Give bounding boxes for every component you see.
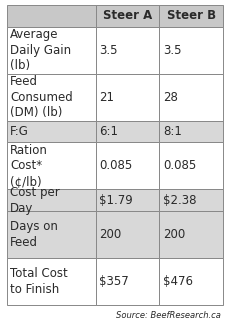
Text: F:G: F:G bbox=[10, 125, 29, 138]
Text: 6:1: 6:1 bbox=[98, 125, 117, 138]
Bar bbox=[159, 189, 222, 211]
Bar bbox=[95, 211, 159, 258]
Bar bbox=[7, 26, 95, 74]
Bar bbox=[159, 5, 222, 26]
Text: 8:1: 8:1 bbox=[162, 125, 181, 138]
Bar bbox=[95, 121, 159, 142]
Text: Cost per
Day: Cost per Day bbox=[10, 186, 60, 214]
Text: 200: 200 bbox=[98, 228, 121, 241]
Text: Feed
Consumed
(DM) (lb): Feed Consumed (DM) (lb) bbox=[10, 75, 73, 119]
Text: $476: $476 bbox=[162, 275, 192, 288]
Bar bbox=[159, 211, 222, 258]
Bar bbox=[7, 142, 95, 189]
Bar bbox=[95, 5, 159, 26]
Bar bbox=[7, 74, 95, 121]
Text: 3.5: 3.5 bbox=[162, 44, 180, 57]
Bar bbox=[7, 189, 95, 211]
Bar bbox=[159, 74, 222, 121]
Bar bbox=[95, 258, 159, 305]
Bar bbox=[95, 189, 159, 211]
Bar bbox=[159, 142, 222, 189]
Text: $2.38: $2.38 bbox=[162, 194, 195, 207]
Text: $357: $357 bbox=[98, 275, 128, 288]
Text: 0.085: 0.085 bbox=[162, 159, 195, 172]
Text: Total Cost
to Finish: Total Cost to Finish bbox=[10, 267, 68, 296]
Text: 21: 21 bbox=[98, 91, 114, 104]
Bar bbox=[95, 26, 159, 74]
Bar bbox=[95, 74, 159, 121]
Bar bbox=[7, 121, 95, 142]
Text: Source: BeefResearch.ca: Source: BeefResearch.ca bbox=[115, 311, 220, 320]
Text: Ration
Cost*
(¢/lb): Ration Cost* (¢/lb) bbox=[10, 144, 48, 188]
Bar bbox=[7, 211, 95, 258]
Bar bbox=[159, 26, 222, 74]
Text: Average
Daily Gain
(lb): Average Daily Gain (lb) bbox=[10, 28, 71, 72]
Text: 28: 28 bbox=[162, 91, 177, 104]
Text: Days on
Feed: Days on Feed bbox=[10, 220, 58, 249]
Text: Steer B: Steer B bbox=[166, 9, 215, 22]
Text: Steer A: Steer A bbox=[102, 9, 151, 22]
Text: $1.79: $1.79 bbox=[98, 194, 132, 207]
Bar bbox=[95, 142, 159, 189]
Bar bbox=[159, 258, 222, 305]
Text: 0.085: 0.085 bbox=[98, 159, 132, 172]
Bar bbox=[7, 258, 95, 305]
Text: 3.5: 3.5 bbox=[98, 44, 117, 57]
Bar bbox=[159, 121, 222, 142]
Text: 200: 200 bbox=[162, 228, 184, 241]
Bar bbox=[7, 5, 95, 26]
